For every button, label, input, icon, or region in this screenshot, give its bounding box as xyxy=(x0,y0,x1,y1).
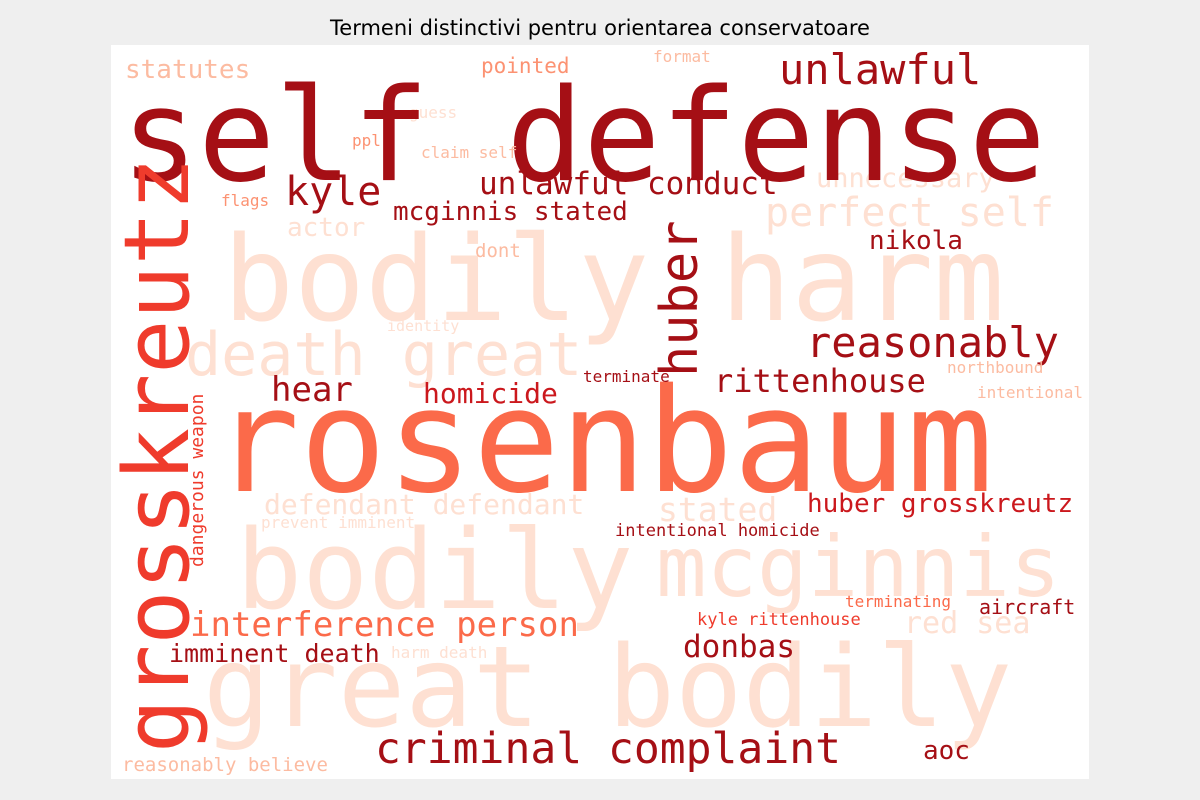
word: rittenhouse xyxy=(714,362,926,400)
word: intentional homicide xyxy=(615,521,820,541)
word: homicide xyxy=(423,377,558,410)
word: aoc xyxy=(923,736,970,766)
word: statutes xyxy=(125,55,251,85)
chart-title: Termeni distinctivi pentru orientarea co… xyxy=(330,16,870,40)
word: kyle xyxy=(285,169,382,215)
word: terminating xyxy=(845,592,951,611)
word: guess xyxy=(409,103,458,122)
word: rosenbaum xyxy=(213,357,994,525)
word: claim self xyxy=(421,143,518,162)
word: pointed xyxy=(481,54,570,78)
word: bodily harm xyxy=(223,210,1005,348)
word: self defense xyxy=(121,62,1046,211)
word: death great xyxy=(185,320,583,390)
word: red sea xyxy=(904,606,1031,641)
word: hear xyxy=(271,370,353,410)
word: harm death xyxy=(391,643,488,662)
word: format xyxy=(653,47,711,66)
word: interference person xyxy=(190,605,579,645)
word: donbas xyxy=(683,629,795,665)
word: unlawful conduct xyxy=(479,166,778,202)
word-cloud: bodily harm death great bodily mcginnis … xyxy=(111,45,1089,779)
word: dangerous weapon xyxy=(187,393,208,567)
word: huber grosskreutz xyxy=(807,489,1074,519)
word: criminal complaint xyxy=(375,724,841,774)
word: northbound xyxy=(947,358,1044,377)
word: bodily xyxy=(236,506,634,634)
word: identity xyxy=(387,317,460,335)
word: dont xyxy=(475,240,521,262)
word: stated xyxy=(658,490,778,529)
word: imminent death xyxy=(169,639,380,668)
word: intentional xyxy=(977,383,1083,402)
word: perfect self xyxy=(765,190,1054,236)
word: mcginnis xyxy=(656,518,1061,616)
word: prevent imminent xyxy=(261,513,416,532)
word: aircraft xyxy=(979,595,1076,619)
word: unlawful xyxy=(779,45,982,94)
word: great bodily xyxy=(203,623,1013,753)
word: reasonably xyxy=(806,318,1059,367)
word: reasonably believe xyxy=(122,754,328,776)
word: terminate xyxy=(583,367,670,386)
word: ppl xyxy=(352,131,381,150)
word: unnecessary xyxy=(816,163,995,194)
word: mcginnis stated xyxy=(393,197,628,227)
word: actor xyxy=(287,213,366,243)
word: kyle rittenhouse xyxy=(697,610,861,630)
word: flags xyxy=(221,191,270,210)
word: defendant defendant xyxy=(264,488,585,521)
word: nikola xyxy=(869,226,963,256)
word: huber xyxy=(650,220,710,377)
